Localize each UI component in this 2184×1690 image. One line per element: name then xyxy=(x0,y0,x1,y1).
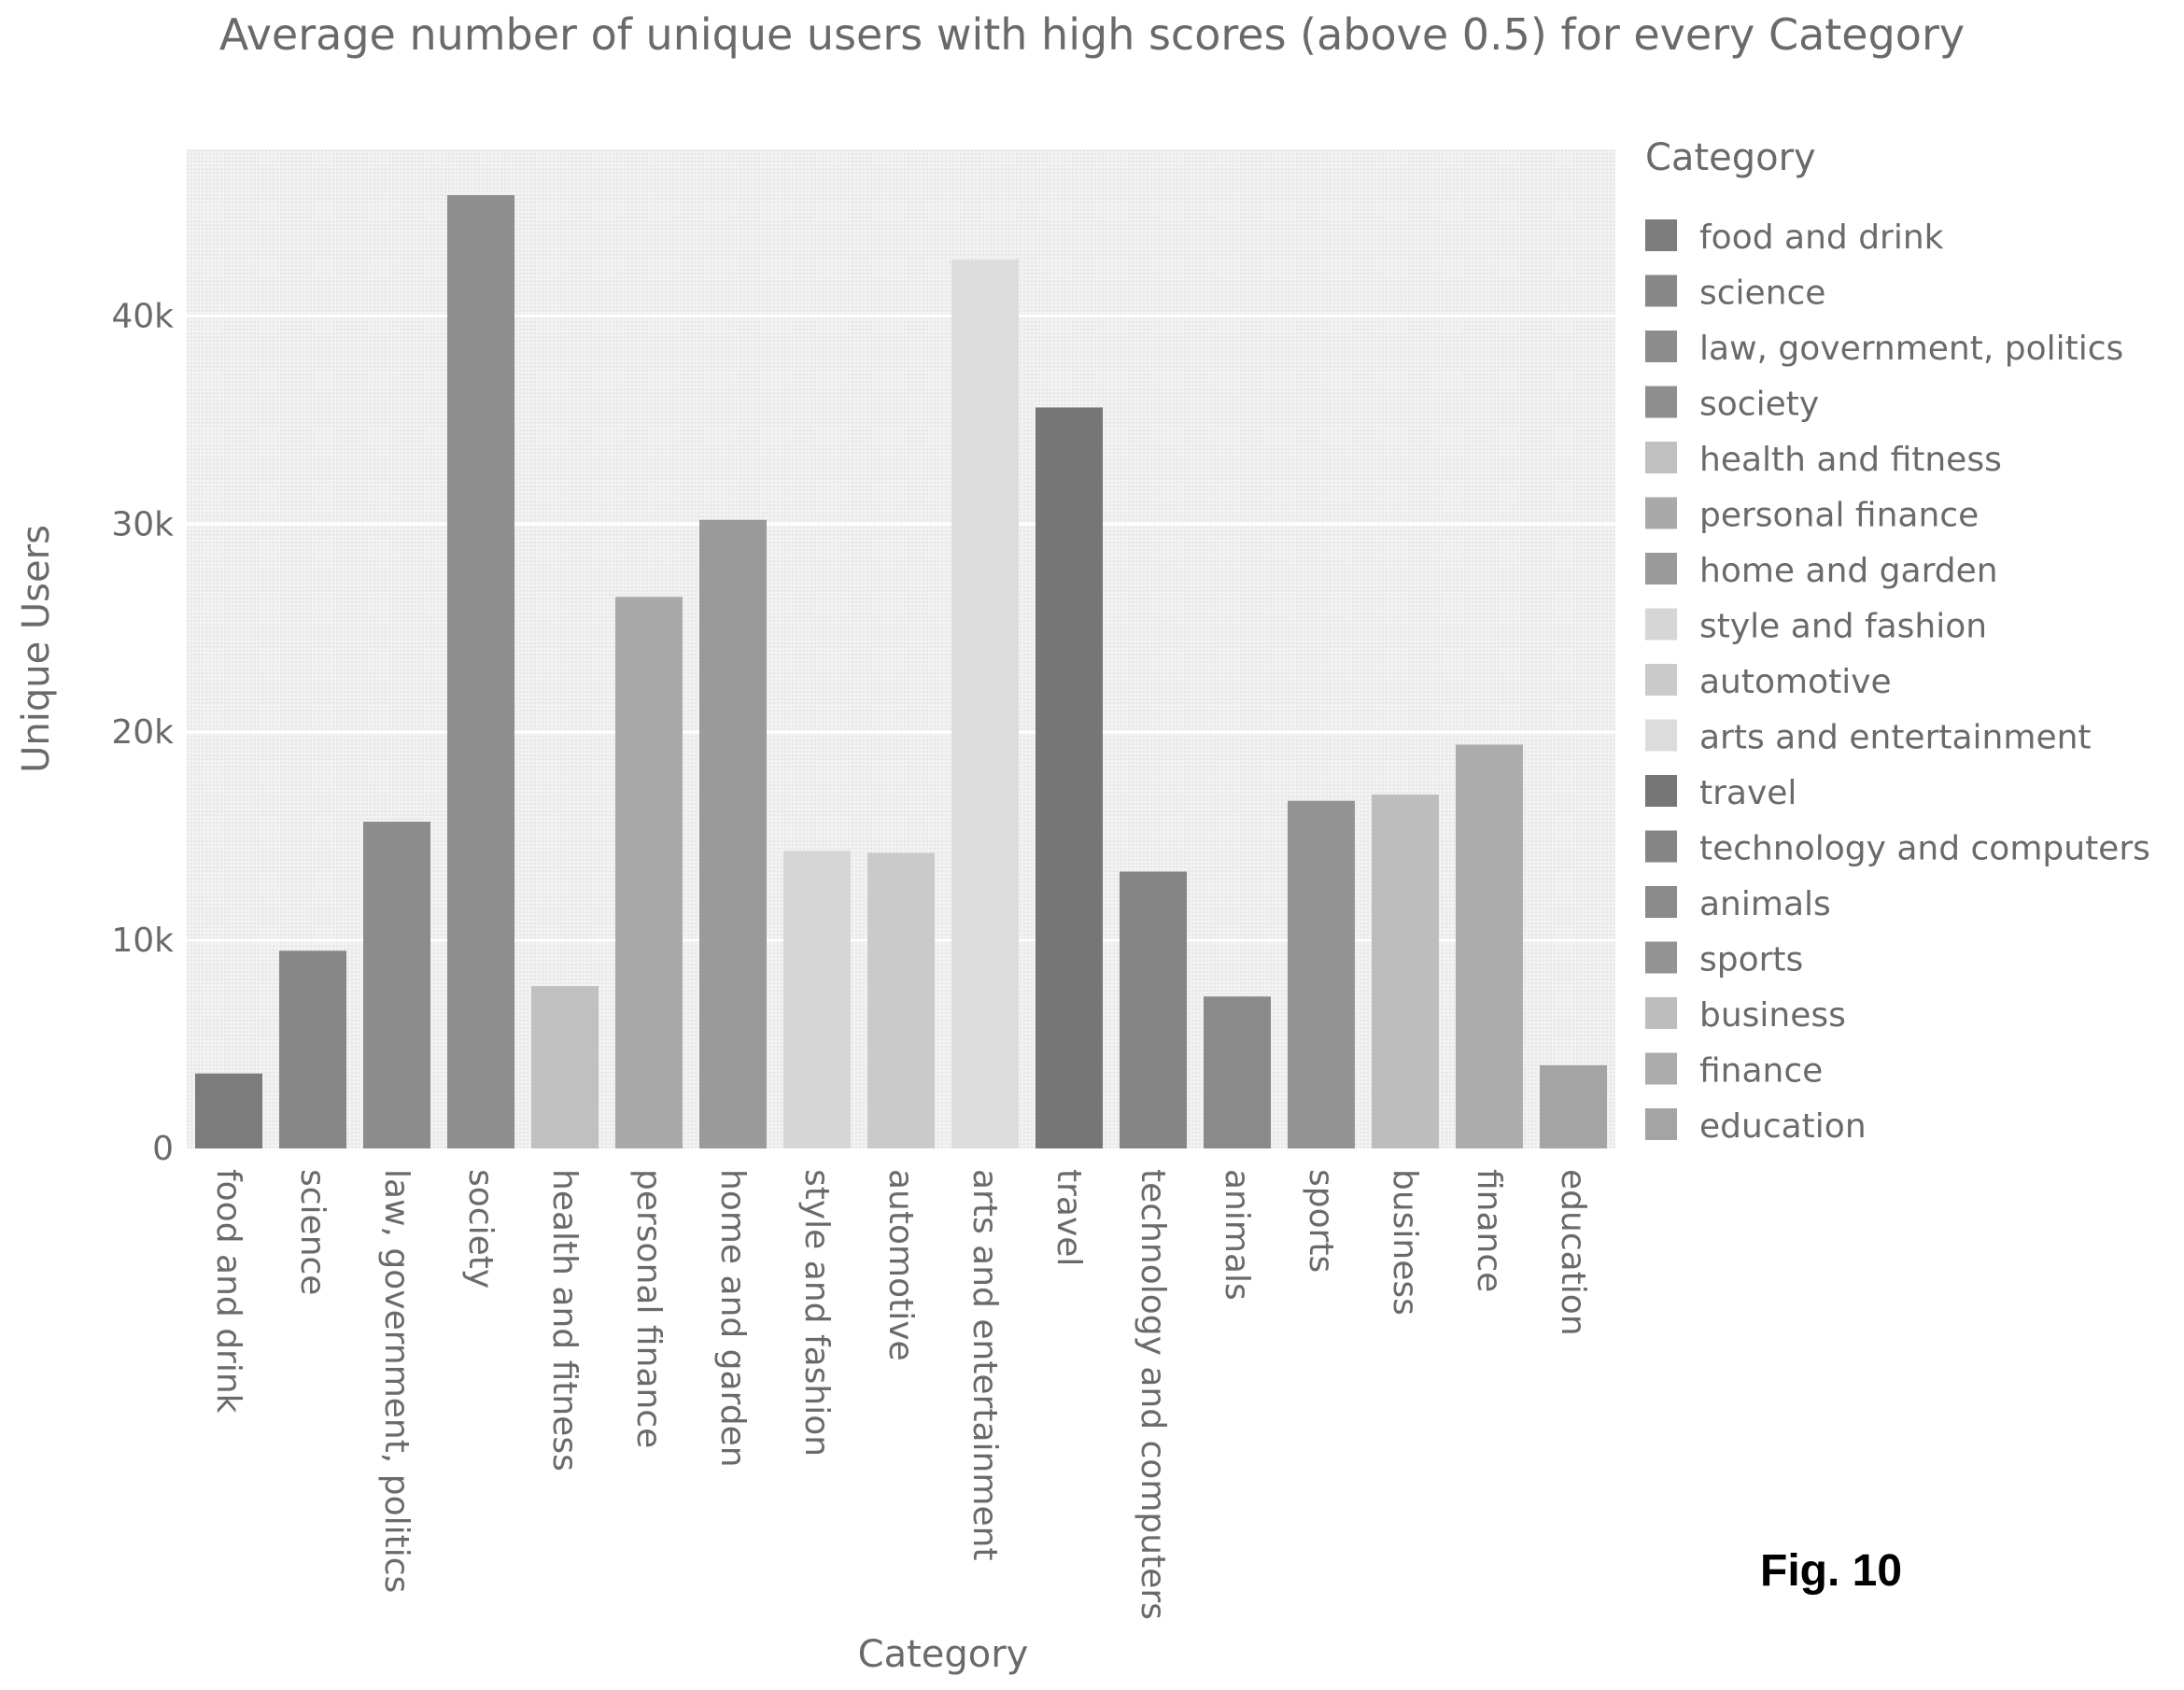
legend-swatch xyxy=(1645,941,1677,974)
legend-label: personal finance xyxy=(1699,497,1979,535)
legend-swatch xyxy=(1645,664,1677,696)
legend-label: sports xyxy=(1699,941,1803,979)
chart-title: Average number of unique users with high… xyxy=(218,9,1966,60)
bar xyxy=(699,519,767,1148)
legend-swatch xyxy=(1645,997,1677,1029)
legend-label: technology and computers xyxy=(1699,830,2150,868)
legend-swatch xyxy=(1645,608,1677,641)
bar xyxy=(1372,795,1439,1148)
legend-swatch xyxy=(1645,553,1677,584)
legend-swatch xyxy=(1645,275,1677,307)
bar xyxy=(951,260,1019,1148)
legend-swatch xyxy=(1645,1052,1677,1085)
x-tick-label: health and fitness xyxy=(545,1169,584,1472)
x-tick-label: sports xyxy=(1302,1169,1340,1273)
y-axis-title: Unique Users xyxy=(15,525,58,773)
legend-swatch xyxy=(1645,886,1677,918)
legend-label: business xyxy=(1699,996,1846,1035)
legend-title: Category xyxy=(1645,136,1816,179)
x-tick-label: society xyxy=(461,1169,500,1289)
x-tick-label: personal finance xyxy=(629,1169,668,1448)
legend-swatch xyxy=(1645,497,1677,529)
legend-label: automotive xyxy=(1699,663,1892,701)
legend-swatch xyxy=(1645,775,1677,807)
legend-label: food and drink xyxy=(1699,218,1944,257)
x-tick-label: style and fashion xyxy=(797,1169,836,1457)
legend-swatch xyxy=(1645,442,1677,473)
x-tick-label: home and garden xyxy=(713,1169,752,1468)
legend-label: animals xyxy=(1699,885,1831,923)
bar xyxy=(279,951,346,1148)
legend-swatch xyxy=(1645,219,1677,251)
bar xyxy=(1120,871,1187,1148)
bar xyxy=(447,195,514,1148)
x-tick-label: education xyxy=(1554,1169,1592,1336)
x-tick-label: automotive xyxy=(881,1169,920,1361)
bar xyxy=(1204,996,1271,1148)
bar xyxy=(867,852,935,1148)
y-axis-ticks: 0 10k 20k 30k 40k xyxy=(111,297,174,1168)
x-axis-ticks: food and drink science law, government, po… xyxy=(209,1169,1592,1620)
legend: food and drink science law, government, po… xyxy=(1645,218,2150,1146)
legend-swatch xyxy=(1645,719,1677,752)
figure-label: Fig. 10 xyxy=(1760,1546,1903,1596)
legend-label: home and garden xyxy=(1699,552,1998,590)
x-tick-label: law, government, politics xyxy=(377,1169,416,1593)
legend-label: science xyxy=(1699,275,1825,313)
legend-label: health and fitness xyxy=(1699,441,2002,479)
legend-swatch xyxy=(1645,331,1677,362)
bar xyxy=(783,851,851,1148)
bar xyxy=(1288,800,1355,1148)
legend-swatch xyxy=(1645,1108,1677,1140)
legend-label: society xyxy=(1699,386,1819,424)
x-tick-label: travel xyxy=(1050,1169,1088,1266)
legend-label: style and fashion xyxy=(1699,608,1987,646)
x-tick-label: finance xyxy=(1470,1169,1508,1292)
x-tick-label: business xyxy=(1386,1169,1424,1316)
legend-swatch xyxy=(1645,830,1677,863)
y-tick-label: 40k xyxy=(111,297,174,335)
legend-swatch xyxy=(1645,386,1677,418)
x-tick-label: food and drink xyxy=(209,1169,247,1414)
legend-label: education xyxy=(1699,1107,1867,1146)
legend-label: travel xyxy=(1699,774,1797,812)
x-tick-label: science xyxy=(293,1169,331,1295)
bar xyxy=(363,822,430,1148)
x-tick-label: technology and computers xyxy=(1134,1169,1172,1620)
legend-label: finance xyxy=(1699,1052,1823,1091)
bar xyxy=(1036,407,1103,1149)
x-tick-label: animals xyxy=(1218,1169,1256,1301)
bar xyxy=(1456,744,1523,1148)
y-tick-label: 30k xyxy=(111,505,174,543)
bars xyxy=(195,195,1607,1149)
bar xyxy=(531,986,599,1148)
bar xyxy=(195,1073,262,1148)
x-axis-title: Category xyxy=(858,1633,1029,1676)
y-tick-label: 10k xyxy=(111,922,174,960)
legend-label: law, government, politics xyxy=(1699,330,2123,368)
y-tick-label: 0 xyxy=(152,1130,174,1168)
bar xyxy=(1540,1064,1607,1148)
bar xyxy=(615,597,683,1148)
legend-label: arts and entertainment xyxy=(1699,719,2092,757)
x-tick-label: arts and entertainment xyxy=(965,1169,1004,1561)
y-tick-label: 20k xyxy=(111,713,174,752)
